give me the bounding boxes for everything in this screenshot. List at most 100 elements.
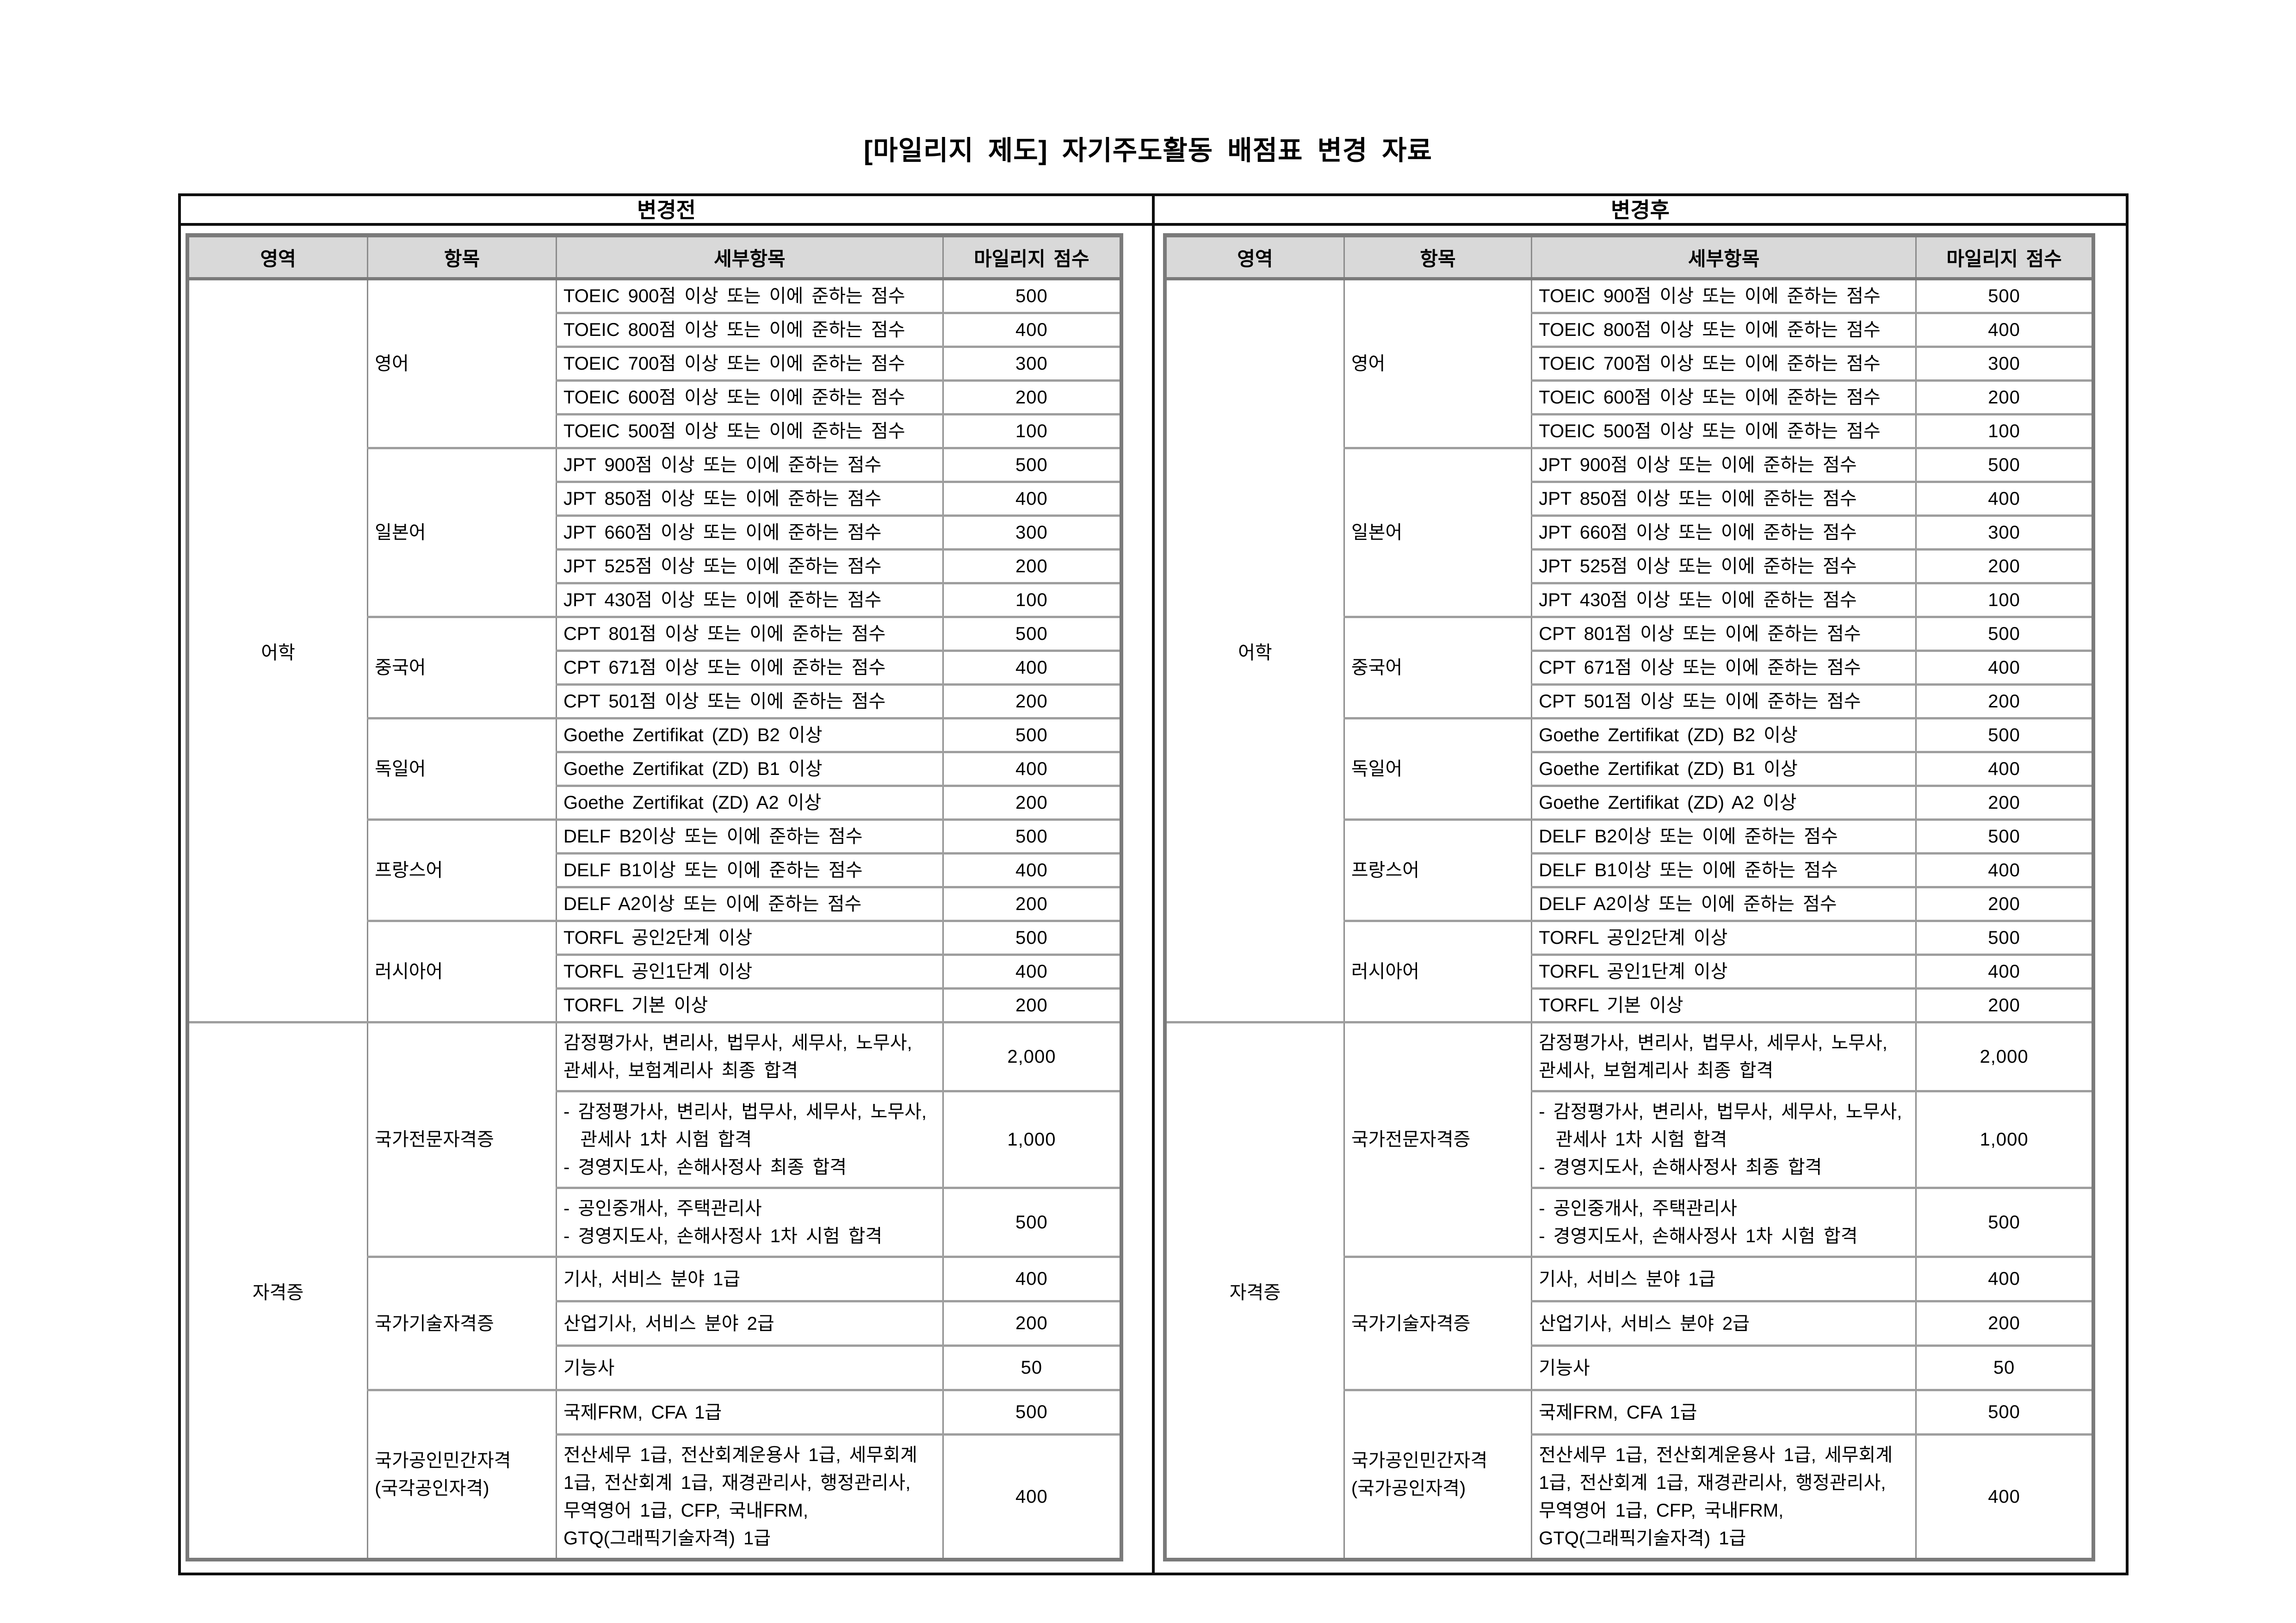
table-row: TOEIC 500점 이상 또는 이에 준하는 점수 100 [187,413,1122,449]
table-row: 일본어 JPT 900점 이상 또는 이에 준하는 점수 500 [1165,447,2094,618]
table-row: 국가기술자격증 기사, 서비스 분야 1급 400 [1165,1256,2094,1391]
table-row: Goethe Zertifikat (ZD) B1 이상 400 [187,751,1122,787]
score-cell: 1,000 [942,1090,1122,1189]
score-cell: 400 [1915,312,2094,348]
detail-cell: 기능사 [555,1344,944,1391]
score-cell: 2,000 [942,1021,1122,1092]
table-row: 중국어 CPT 801점 이상 또는 이에 준하는 점수 500 [1165,616,2094,719]
area-cell: 자격증 [186,1021,369,1561]
item-cell: 프랑스어 [367,818,557,922]
detail-cell: - 감정평가사, 변리사, 법무사, 세무사, 노무사, 관세사 1차 시험 합… [1531,1090,1917,1189]
score-cell: 100 [942,413,1122,449]
item-cell: 국가공인민간자격 (국각공인자격) [367,1389,557,1561]
item-cell: 중국어 [367,616,557,719]
score-cell: 500 [942,1389,1122,1436]
detail-cell: TOEIC 800점 이상 또는 이에 준하는 점수 [555,312,944,348]
table-row: - 감정평가사, 변리사, 법무사, 세무사, 노무사, 관세사 1차 시험 합… [187,1090,1122,1189]
panel-before-label: 변경전 [181,196,1152,226]
detail-cell: Goethe Zertifikat (ZD) B2 이상 [555,717,944,753]
comparison-container: 변경전 영역 항목 세부항목 마일리지 점수 어학 영어 TOEIC 900점 이상 또는… [178,193,2129,1575]
score-cell: 200 [1915,548,2094,584]
table-row: DELF A2이상 또는 이에 준하는 점수 200 [1165,886,2094,922]
table-row: - 공인중개사, 주택관리사 - 경영지도사, 손해사정사 1차 시험 합격 50… [187,1187,1122,1258]
detail-cell: JPT 660점 이상 또는 이에 준하는 점수 [1531,514,1917,551]
score-cell: 300 [942,514,1122,551]
detail-cell: DELF A2이상 또는 이에 준하는 점수 [1531,886,1917,922]
score-cell: 300 [1915,514,2094,551]
area-cell: 어학 [1164,278,1345,1023]
score-cell: 400 [942,481,1122,517]
score-cell: 400 [1915,954,2094,990]
detail-cell: Goethe Zertifikat (ZD) A2 이상 [555,785,944,821]
table-row: CPT 671점 이상 또는 이에 준하는 점수 400 [187,650,1122,686]
table-row: TOEIC 600점 이상 또는 이에 준하는 점수 200 [187,379,1122,415]
table-row: - 감정평가사, 변리사, 법무사, 세무사, 노무사, 관세사 1차 시험 합… [1165,1090,2094,1189]
detail-cell: DELF B1이상 또는 이에 준하는 점수 [1531,852,1917,888]
detail-cell: TOEIC 700점 이상 또는 이에 준하는 점수 [1531,346,1917,382]
score-cell: 500 [1915,717,2094,753]
detail-cell: CPT 801점 이상 또는 이에 준하는 점수 [555,616,944,652]
table-before: 영역 항목 세부항목 마일리지 점수 어학 영어 TOEIC 900점 이상 또는 이에 … [186,233,1123,1561]
detail-cell: 기능사 [1531,1344,1917,1391]
detail-cell: CPT 671점 이상 또는 이에 준하는 점수 [555,650,944,686]
table-row: JPT 525점 이상 또는 이에 준하는 점수 200 [187,548,1122,584]
area-cell: 자격증 [1164,1021,1345,1561]
table-row: TOEIC 800점 이상 또는 이에 준하는 점수 400 [1165,312,2094,348]
score-cell: 500 [1915,447,2094,483]
table-row: JPT 525점 이상 또는 이에 준하는 점수 200 [1165,548,2094,584]
detail-cell: 전산세무 1급, 전산회계운용사 1급, 세무회계 1급, 전산회계 1급, 재… [1531,1433,1917,1561]
detail-cell: - 공인중개사, 주택관리사 - 경영지도사, 손해사정사 1차 시험 합격 [1531,1187,1917,1258]
table-row: 전산세무 1급, 전산회계운용사 1급, 세무회계 1급, 전산회계 1급, 재… [1165,1433,2094,1561]
item-cell: 영어 [367,278,557,449]
detail-cell: DELF B2이상 또는 이에 준하는 점수 [555,818,944,855]
table-row: 국가공인민간자격 (국각공인자격) 국제FRM, CFA 1급 500 [187,1389,1122,1561]
detail-cell: JPT 850점 이상 또는 이에 준하는 점수 [555,481,944,517]
score-cell: 200 [942,683,1122,719]
area-cell: 어학 [186,278,369,1023]
score-cell: 400 [1915,751,2094,787]
detail-cell: TORFL 기본 이상 [1531,987,1917,1023]
detail-cell: 기사, 서비스 분야 1급 [555,1256,944,1302]
score-cell: 400 [942,1433,1122,1561]
score-cell: 500 [1915,278,2094,314]
score-cell: 100 [1915,413,2094,449]
detail-cell: JPT 900점 이상 또는 이에 준하는 점수 [555,447,944,483]
table-row: TORFL 기본 이상 200 [1165,987,2094,1023]
detail-cell: JPT 660점 이상 또는 이에 준하는 점수 [555,514,944,551]
score-cell: 500 [942,616,1122,652]
table-header-row: 영역 항목 세부항목 마일리지 점수 [1164,233,2094,280]
detail-cell: 감정평가사, 변리사, 법무사, 세무사, 노무사, 관세사, 보험계리사 최종… [555,1021,944,1092]
table-row: CPT 501점 이상 또는 이에 준하는 점수 200 [1165,683,2094,719]
score-cell: 500 [1915,818,2094,855]
table-row: 기능사 50 [187,1344,1122,1391]
table-row: 산업기사, 서비스 분야 2급 200 [187,1300,1122,1347]
score-cell: 500 [942,278,1122,314]
detail-cell: 산업기사, 서비스 분야 2급 [555,1300,944,1347]
table-row: - 공인중개사, 주택관리사 - 경영지도사, 손해사정사 1차 시험 합격 50… [1165,1187,2094,1258]
score-cell: 400 [1915,650,2094,686]
score-cell: 200 [942,379,1122,415]
detail-cell: JPT 525점 이상 또는 이에 준하는 점수 [1531,548,1917,584]
score-cell: 200 [1915,987,2094,1023]
item-cell: 국가기술자격증 [1343,1256,1533,1391]
score-cell: 200 [1915,683,2094,719]
column-header: 영역 [186,233,369,280]
item-cell: 중국어 [1343,616,1533,719]
column-header: 세부항목 [555,233,944,280]
table-row: 어학 영어 TOEIC 900점 이상 또는 이에 준하는 점수 500 [1164,278,2094,1023]
detail-cell: Goethe Zertifikat (ZD) B1 이상 [555,751,944,787]
detail-cell: TOEIC 900점 이상 또는 이에 준하는 점수 [1531,278,1917,314]
score-cell: 200 [942,548,1122,584]
score-cell: 400 [942,650,1122,686]
detail-cell: TORFL 공인2단계 이상 [555,920,944,956]
detail-cell: TOEIC 900점 이상 또는 이에 준하는 점수 [555,278,944,314]
table-after: 영역 항목 세부항목 마일리지 점수 어학 영어 TOEIC 900점 이상 또는 이에 … [1163,233,2095,1561]
detail-cell: JPT 850점 이상 또는 이에 준하는 점수 [1531,481,1917,517]
table-row: TOEIC 700점 이상 또는 이에 준하는 점수 300 [1165,346,2094,382]
table-row: 독일어 Goethe Zertifikat (ZD) B2 이상 500 [187,717,1122,821]
score-cell: 400 [942,312,1122,348]
detail-cell: 감정평가사, 변리사, 법무사, 세무사, 노무사, 관세사, 보험계리사 최종… [1531,1021,1917,1092]
detail-cell: DELF B2이상 또는 이에 준하는 점수 [1531,818,1917,855]
item-cell: 독일어 [1343,717,1533,821]
table-row: 자격증 국가전문자격증 감정평가사, 변리사, 법무사, 세무사, 노무사, 관세사… [1164,1021,2094,1561]
